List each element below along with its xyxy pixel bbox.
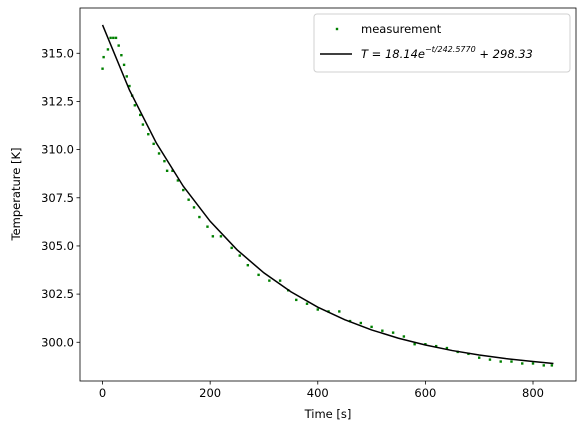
y-tick-label: 307.5 <box>41 191 74 205</box>
data-point <box>122 63 126 67</box>
data-point <box>434 344 438 348</box>
data-point <box>499 360 502 363</box>
y-axis-label: Temperature [K] <box>9 147 23 241</box>
legend-label-rest: + 298.33 <box>476 47 533 61</box>
data-point <box>165 169 169 173</box>
y-tick-label: 300.0 <box>41 335 74 349</box>
data-point <box>106 48 110 51</box>
data-point <box>120 54 123 57</box>
data-point <box>112 36 115 40</box>
y-tick-label: 310.0 <box>41 143 74 157</box>
data-point <box>114 36 118 40</box>
data-point <box>133 104 137 107</box>
data-point <box>117 44 120 47</box>
data-point <box>278 279 282 282</box>
data-point <box>510 360 513 363</box>
legend-label-base: T = 18.14e <box>361 47 425 61</box>
plot-frame <box>79 7 577 382</box>
legend-label: measurement <box>361 22 442 36</box>
data-point <box>109 36 112 40</box>
data-point <box>550 364 554 367</box>
data-point <box>206 225 209 228</box>
data-point <box>257 273 260 277</box>
data-point <box>147 132 150 136</box>
legend-box <box>313 13 571 73</box>
data-point <box>182 188 185 192</box>
data-point <box>171 169 174 173</box>
x-tick-label: 600 <box>414 386 436 400</box>
data-point <box>316 308 319 311</box>
y-tick-label: 305.0 <box>41 239 74 253</box>
data-point <box>128 84 131 88</box>
data-point <box>141 123 145 126</box>
y-tick-label: 312.5 <box>41 94 74 108</box>
data-point <box>402 335 406 338</box>
data-point <box>198 215 201 219</box>
data-point <box>192 206 196 209</box>
data-point <box>246 264 250 267</box>
x-tick-label: 400 <box>307 386 329 400</box>
data-point <box>230 246 233 250</box>
data-point <box>391 331 395 334</box>
data-point <box>187 198 190 201</box>
data-point <box>176 179 180 182</box>
x-tick-label: 0 <box>99 386 106 400</box>
data-point <box>125 75 128 78</box>
y-tick-label: 302.5 <box>41 287 74 301</box>
data-point <box>101 67 104 70</box>
x-tick-label: 800 <box>522 386 544 400</box>
data-point <box>488 358 492 361</box>
data-point <box>338 310 341 313</box>
data-point <box>445 346 449 350</box>
data-point <box>152 142 155 146</box>
x-axis-label: Time [s] <box>304 407 352 421</box>
data-point <box>305 302 309 305</box>
data-point <box>163 159 166 163</box>
data-point <box>238 254 241 257</box>
data-point <box>139 113 142 117</box>
x-tick-label: 200 <box>199 386 221 400</box>
legend: measurement T = 18.14e−t/242.5770 + 298.3… <box>313 13 571 73</box>
data-point <box>295 298 298 302</box>
data-point <box>531 362 535 365</box>
data-point <box>359 321 363 325</box>
y-tick-label: 315.0 <box>41 46 74 60</box>
data-point <box>157 152 161 155</box>
legend-marker <box>335 27 339 31</box>
fit-line <box>101 24 554 365</box>
data-point <box>370 325 373 329</box>
data-point <box>542 364 545 367</box>
data-point <box>102 55 105 59</box>
data-point <box>211 235 215 238</box>
data-point <box>413 343 416 346</box>
data-point <box>477 356 481 359</box>
data-point <box>219 235 223 238</box>
data-point <box>268 279 271 282</box>
legend-label: T = 18.14e−t/242.5770 + 298.33 <box>361 45 533 61</box>
legend-label-exponent: −t/242.5770 <box>425 45 476 54</box>
data-point <box>521 362 524 365</box>
data-point <box>381 329 384 332</box>
